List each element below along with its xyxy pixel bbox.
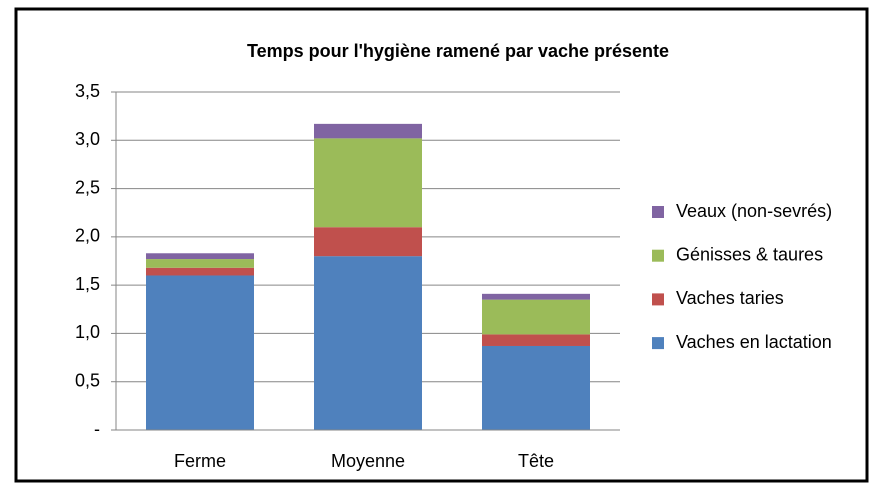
bar-segment <box>146 259 254 268</box>
y-tick-label: - <box>94 419 100 439</box>
x-tick-label: Moyenne <box>331 451 405 471</box>
legend-swatch <box>652 293 664 306</box>
bar-segment <box>146 253 254 260</box>
x-tick-label: Tête <box>518 451 554 471</box>
bar-segment <box>314 138 422 228</box>
x-tick-label: Ferme <box>174 451 226 471</box>
bar-segment <box>482 334 590 346</box>
legend-label: Vaches en lactation <box>676 332 832 352</box>
bar-segment <box>314 256 422 430</box>
y-tick-label: 1,5 <box>75 274 100 294</box>
bar-segment <box>482 345 590 430</box>
bar-segment <box>482 299 590 335</box>
chart-title: Temps pour l'hygiène ramené par vache pr… <box>247 41 669 61</box>
bar-segment <box>482 293 590 300</box>
legend-label: Vaches taries <box>676 288 784 308</box>
bar-segment <box>146 267 254 276</box>
y-tick-label: 3,0 <box>75 129 100 149</box>
legend-swatch <box>652 206 664 218</box>
bar-segment <box>314 123 422 139</box>
y-tick-label: 1,0 <box>75 322 100 342</box>
y-tick-label: 3,5 <box>75 81 100 101</box>
legend-swatch <box>652 337 664 350</box>
bar-segment <box>314 227 422 257</box>
y-tick-label: 2,5 <box>75 177 100 197</box>
y-tick-label: 2,0 <box>75 226 100 246</box>
legend-swatch <box>652 249 664 262</box>
legend-label: Veaux (non-sevrés) <box>676 201 832 221</box>
legend-label: Génisses & taures <box>676 244 823 264</box>
bar-segment <box>146 275 254 430</box>
y-tick-label: 0,5 <box>75 370 100 390</box>
